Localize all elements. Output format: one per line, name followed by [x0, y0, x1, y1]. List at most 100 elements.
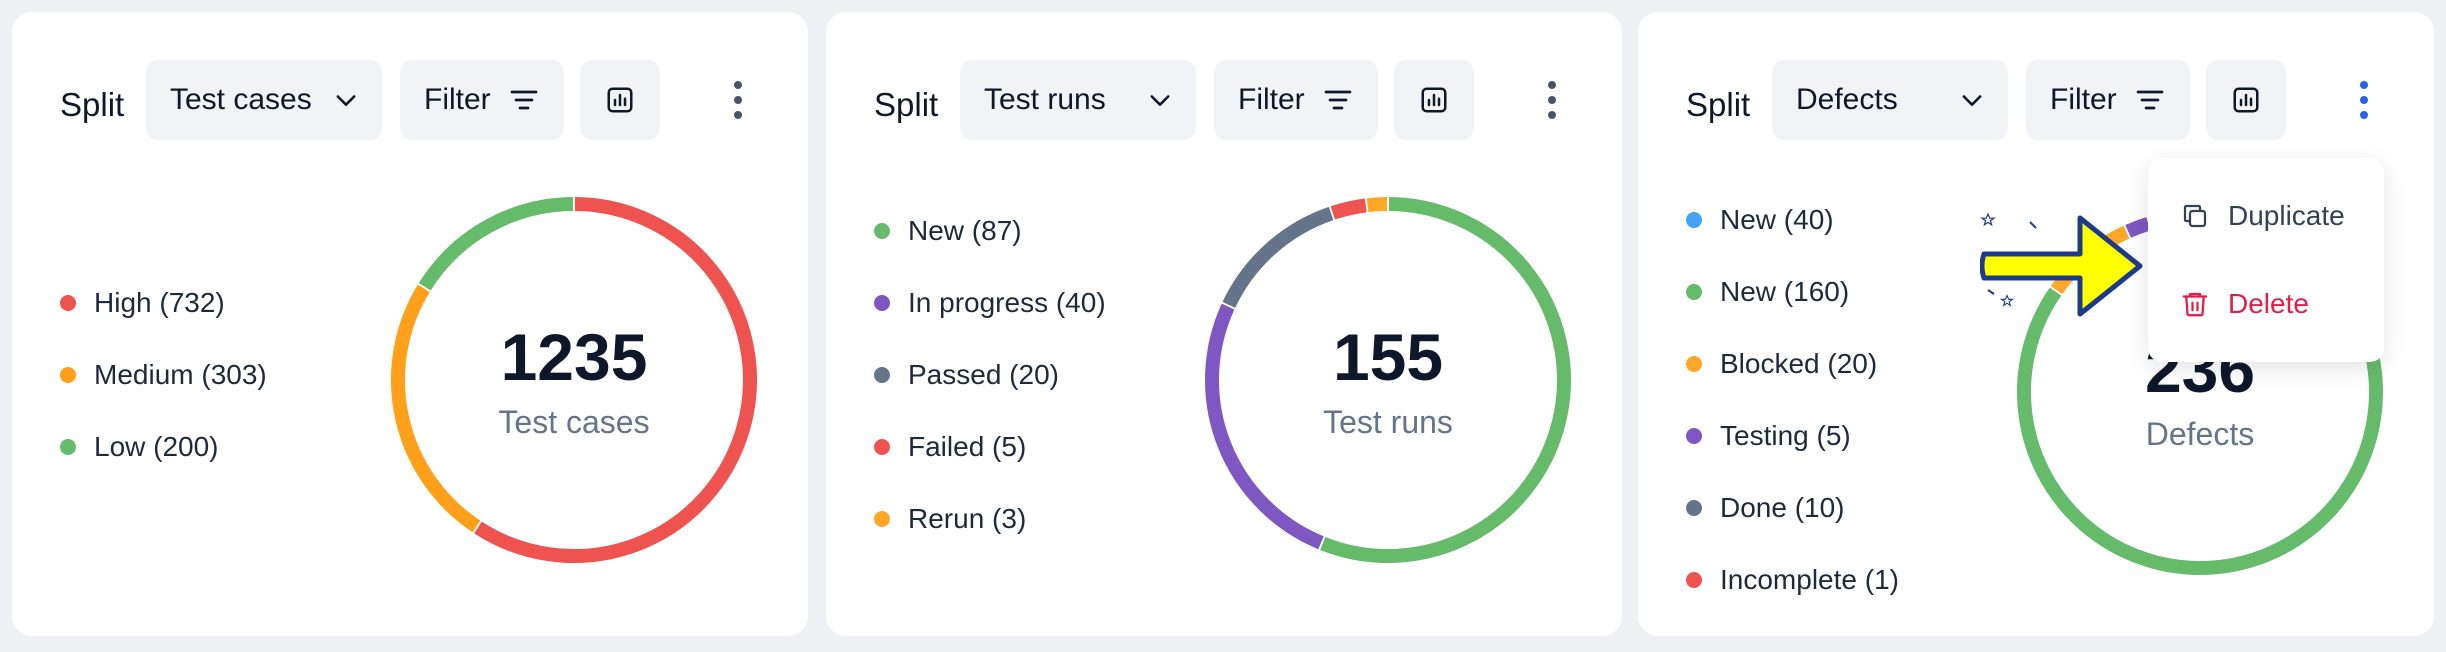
legend-label: High (732) — [94, 287, 225, 318]
legend-dot — [1686, 356, 1702, 372]
chart-legend: New (40) New (160) Blocked (20) Testing … — [1686, 184, 1899, 616]
legend-dot — [874, 511, 890, 527]
split-select-value: Defects — [1796, 83, 1898, 116]
legend-label: Blocked (20) — [1720, 348, 1878, 379]
legend-dot — [60, 295, 76, 311]
donut-total: 1235 — [500, 320, 648, 394]
filter-button-label: Filter — [2050, 83, 2117, 116]
legend-dot — [1686, 428, 1702, 444]
filter-icon — [2136, 90, 2164, 110]
donut-chart: 155 Test runs — [1198, 190, 1578, 570]
more-vertical-icon — [1548, 81, 1556, 119]
filter-button[interactable]: Filter — [400, 60, 564, 140]
legend-dot — [1686, 500, 1702, 516]
donut-chart-svg — [391, 197, 757, 563]
legend-dot — [1686, 212, 1702, 228]
donut-segment-new[interactable] — [1320, 197, 1571, 563]
chart-type-button[interactable] — [580, 60, 660, 140]
donut-segment-failed[interactable] — [1330, 198, 1367, 220]
legend-item: High (732) — [60, 267, 267, 339]
delete-menu-item[interactable]: Delete — [2180, 274, 2309, 334]
legend-label: Incomplete (1) — [1720, 564, 1899, 595]
legend-item: Blocked (20) — [1686, 328, 1899, 400]
widget-card-test-runs: Split Test runs Filter New (87) In progr… — [826, 12, 1622, 636]
legend-item: Low (200) — [60, 411, 267, 483]
legend-label: Testing (5) — [1720, 420, 1851, 451]
duplicate-menu-item[interactable]: Duplicate — [2180, 186, 2345, 246]
chevron-down-icon — [336, 95, 356, 106]
donut-segment-passed[interactable] — [1222, 206, 1334, 308]
arrow-right-icon — [1980, 212, 2143, 317]
split-select-value: Test runs — [984, 83, 1106, 116]
filter-button[interactable]: Filter — [2026, 60, 2190, 140]
donut-segment-in-progress[interactable] — [1205, 303, 1324, 550]
more-options-button[interactable] — [2340, 76, 2388, 124]
donut-chart: 1235 Test cases — [384, 190, 764, 570]
legend-dot — [60, 439, 76, 455]
widget-card-test-cases: Split Test cases Filter High (732) Mediu… — [12, 12, 808, 636]
split-select[interactable]: Test cases — [146, 60, 382, 140]
duplicate-label: Duplicate — [2228, 200, 2345, 231]
legend-item: Done (10) — [1686, 472, 1899, 544]
legend-dot — [874, 295, 890, 311]
donut-segment-low[interactable] — [418, 197, 574, 291]
more-options-button[interactable] — [714, 76, 762, 124]
legend-item: Passed (20) — [874, 339, 1106, 411]
more-vertical-icon — [734, 81, 742, 119]
legend-label: In progress (40) — [908, 287, 1106, 318]
sparkle-icon — [1980, 212, 2037, 307]
trash-icon — [2182, 292, 2208, 317]
split-label: Split — [874, 86, 939, 123]
filter-button-label: Filter — [1238, 83, 1305, 116]
donut-center: 1235 Test cases — [384, 324, 764, 441]
legend-item: New (160) — [1686, 256, 1899, 328]
donut-center: 155 Test runs — [1198, 324, 1578, 441]
legend-label: Medium (303) — [94, 359, 267, 390]
filter-icon — [1324, 90, 1352, 110]
donut-chart-svg — [1205, 197, 1571, 563]
split-select[interactable]: Test runs — [960, 60, 1196, 140]
split-select[interactable]: Defects — [1772, 60, 2008, 140]
legend-label: Rerun (3) — [908, 503, 1027, 534]
legend-dot — [1686, 572, 1702, 588]
chevron-down-icon — [1962, 95, 1982, 106]
legend-item: Failed (5) — [874, 411, 1106, 483]
filter-button-label: Filter — [424, 83, 491, 116]
legend-item: In progress (40) — [874, 267, 1106, 339]
legend-item: Medium (303) — [60, 339, 267, 411]
bar-chart-icon — [607, 87, 633, 113]
legend-label: Done (10) — [1720, 492, 1845, 523]
legend-dot — [60, 367, 76, 383]
legend-item: Rerun (3) — [874, 483, 1106, 555]
chart-legend: High (732) Medium (303) Low (200) — [60, 267, 267, 483]
legend-label: New (160) — [1720, 276, 1850, 307]
chart-type-button[interactable] — [2206, 60, 2286, 140]
chart-legend: New (87) In progress (40) Passed (20) Fa… — [874, 195, 1106, 555]
donut-total: 155 — [1332, 320, 1444, 394]
chevron-down-icon — [1150, 95, 1170, 106]
legend-label: New (87) — [908, 215, 1022, 246]
donut-segment-new[interactable] — [2017, 287, 2383, 575]
more-options-button[interactable] — [1528, 76, 1576, 124]
legend-label: New (40) — [1720, 204, 1834, 235]
donut-caption: Test cases — [498, 404, 650, 440]
legend-label: Low (200) — [94, 431, 219, 462]
legend-item: New (40) — [1686, 184, 1899, 256]
legend-dot — [874, 439, 890, 455]
split-label: Split — [60, 86, 125, 123]
more-options-menu: Duplicate Delete — [2148, 158, 2384, 362]
chart-type-button[interactable] — [1394, 60, 1474, 140]
legend-label: Passed (20) — [908, 359, 1059, 390]
legend-dot — [874, 223, 890, 239]
copy-icon — [2183, 204, 2207, 228]
donut-segment-high[interactable] — [474, 197, 757, 563]
legend-item: Incomplete (1) — [1686, 544, 1899, 616]
bar-chart-icon — [1421, 87, 1447, 113]
legend-item: Testing (5) — [1686, 400, 1899, 472]
donut-caption: Test runs — [1323, 404, 1453, 440]
donut-segment-medium[interactable] — [391, 284, 481, 533]
donut-caption: Defects — [2145, 416, 2255, 452]
donut-segment-rerun[interactable] — [1366, 197, 1388, 213]
filter-button[interactable]: Filter — [1214, 60, 1378, 140]
legend-dot — [1686, 284, 1702, 300]
